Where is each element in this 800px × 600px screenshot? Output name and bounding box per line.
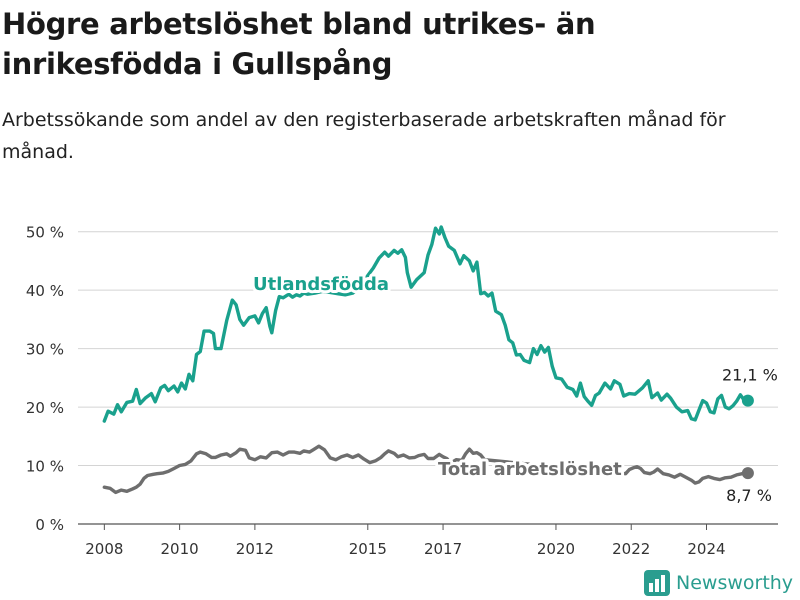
end-label-utlandsfodda: 21,1 % — [722, 366, 778, 385]
x-tick-label-2015: 2015 — [349, 540, 387, 558]
series-line-utlandsfodda — [102, 225, 750, 423]
y-tick-label-20: 20 % — [26, 399, 64, 417]
chart-grid — [78, 231, 778, 525]
x-tick-label-2024: 2024 — [687, 540, 725, 558]
y-tick-label-10: 10 % — [26, 458, 64, 476]
x-axis: 2008 2010 2012 2015 2017 2020 2022 2024 — [85, 524, 726, 558]
series-end-point-0 — [741, 394, 754, 407]
series-end-point-1 — [741, 467, 754, 480]
chart-series — [102, 225, 754, 495]
series-line-total — [102, 444, 750, 495]
x-tick-label-2020: 2020 — [537, 540, 575, 558]
series-label-total: Total arbetslöshet — [438, 459, 622, 480]
x-tick-label-2010: 2010 — [161, 540, 199, 558]
x-tick-label-2017: 2017 — [424, 540, 462, 558]
y-tick-label-40: 40 % — [26, 282, 64, 300]
y-axis-ticks: 0 % 10 % 20 % 30 % 40 % 50 % — [26, 224, 64, 534]
x-tick-label-2012: 2012 — [236, 540, 274, 558]
series-label-utlandsfodda: Utlandsfödda — [253, 274, 389, 295]
x-tick-label-2008: 2008 — [85, 540, 123, 558]
y-tick-label-0: 0 % — [35, 516, 64, 534]
y-tick-label-50: 50 % — [26, 224, 64, 242]
chart-labels: Utlandsfödda Total arbetslöshet 21,1 % 8,7 … — [250, 271, 778, 505]
brand-name: Newsworthy — [676, 572, 794, 594]
chart-subtitle: Arbetssökande som andel av den registerb… — [2, 109, 726, 163]
x-tick-label-2022: 2022 — [612, 540, 650, 558]
chart-title: Högre arbetslöshet bland utrikes- än inr… — [2, 7, 596, 81]
newsworthy-logo-icon — [644, 570, 670, 596]
end-label-total: 8,7 % — [726, 486, 772, 505]
y-tick-label-30: 30 % — [26, 341, 64, 359]
brand: Newsworthy — [644, 568, 793, 598]
